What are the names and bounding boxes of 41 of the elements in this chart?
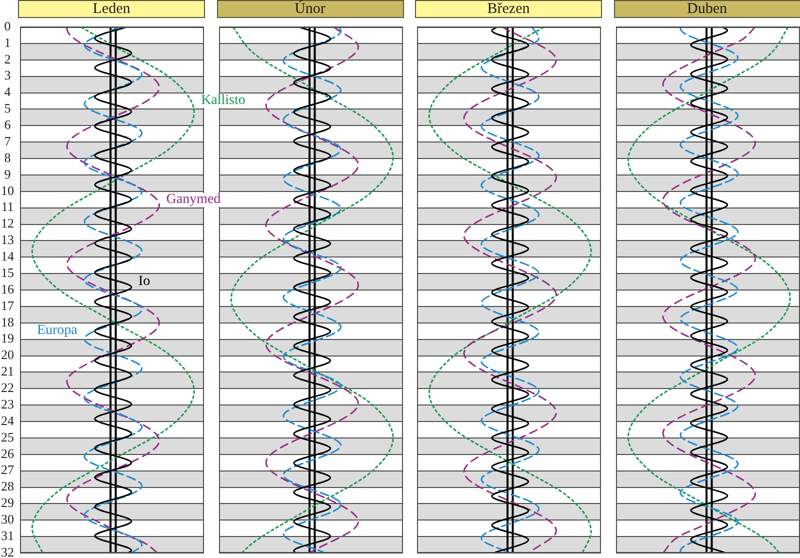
chart-title: Leden bbox=[18, 0, 205, 18]
chart-title: Březen bbox=[415, 0, 602, 18]
y-tick-label: 4 bbox=[4, 84, 12, 100]
chart-title: Duben bbox=[614, 0, 800, 18]
y-tick-label: 11 bbox=[1, 199, 14, 214]
y-tick-label: 12 bbox=[1, 216, 14, 231]
y-tick-label: 7 bbox=[4, 133, 12, 148]
y-tick-label: 29 bbox=[1, 495, 14, 510]
y-tick-label: 10 bbox=[1, 182, 14, 198]
y-tick-label: 0 bbox=[4, 18, 11, 34]
y-tick-label: 19 bbox=[1, 330, 14, 346]
y-tick-label: 16 bbox=[1, 281, 14, 296]
y-tick-label: 8 bbox=[4, 150, 11, 165]
y-tick-label: 5 bbox=[4, 100, 11, 116]
y-tick-label: 27 bbox=[1, 462, 14, 478]
y-tick-label: 21 bbox=[1, 364, 14, 379]
series-label: Ganymed bbox=[165, 192, 222, 207]
series-label: Io bbox=[137, 274, 152, 289]
y-tick-label: 18 bbox=[1, 314, 14, 330]
y-tick-label: 9 bbox=[4, 166, 11, 182]
y-tick-label: 32 bbox=[1, 544, 14, 558]
y-tick-label: 30 bbox=[1, 512, 14, 527]
y-tick-label: 3 bbox=[4, 68, 11, 83]
y-tick-label: 22 bbox=[1, 380, 14, 396]
y-tick-label: 1 bbox=[4, 34, 11, 50]
y-tick-label: 15 bbox=[1, 264, 14, 280]
y-tick-label: 20 bbox=[1, 347, 14, 362]
y-tick-label: 26 bbox=[1, 446, 14, 461]
y-tick-label: 28 bbox=[1, 478, 14, 494]
y-tick-label: 31 bbox=[1, 528, 14, 543]
series-label: Europa bbox=[36, 323, 78, 338]
chart-title: Únor bbox=[216, 0, 404, 18]
y-tick-label: 17 bbox=[1, 298, 14, 313]
y-tick-label: 14 bbox=[1, 248, 14, 264]
y-tick-label: 25 bbox=[1, 429, 14, 444]
y-tick-label: 2 bbox=[4, 51, 11, 66]
y-tick-label: 6 bbox=[4, 117, 12, 132]
y-tick-label: 13 bbox=[1, 232, 14, 248]
series-label: Kallisto bbox=[200, 92, 246, 108]
y-tick-label: 23 bbox=[1, 396, 14, 412]
y-tick-label: 24 bbox=[1, 412, 14, 428]
